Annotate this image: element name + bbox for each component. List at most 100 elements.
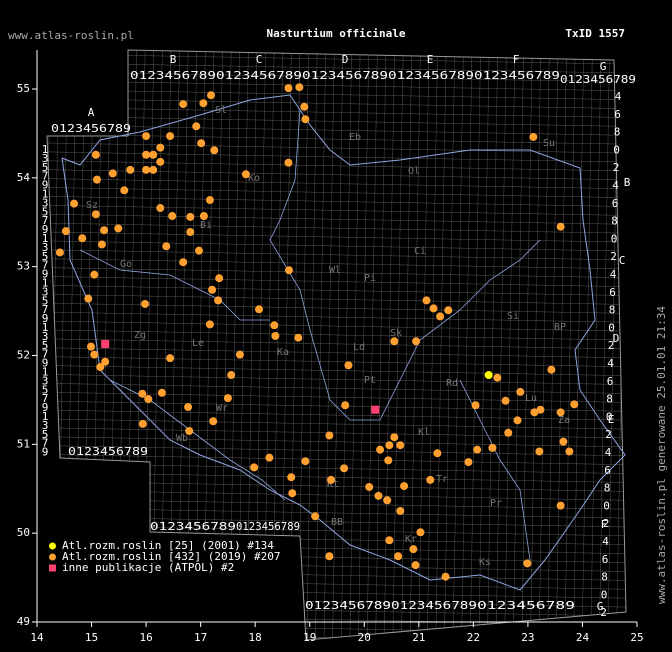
y-tick-label: 51 xyxy=(17,437,30,450)
record-point xyxy=(101,339,110,348)
record-point xyxy=(340,464,349,473)
record-point xyxy=(523,559,532,568)
record-point xyxy=(429,304,438,313)
region-code: Sz xyxy=(86,200,98,211)
record-point xyxy=(142,165,151,174)
record-point xyxy=(409,545,418,554)
record-point xyxy=(383,496,392,505)
record-point xyxy=(464,458,473,467)
record-point xyxy=(535,447,544,456)
record-point xyxy=(205,196,214,205)
row-digit: 7 xyxy=(42,170,49,183)
legend-label: Atl.rozm.roslin [432] (2019) #207 xyxy=(62,550,281,563)
grid-digits: 0123456789 xyxy=(68,445,148,458)
row-digit: 0 xyxy=(613,143,620,156)
record-point xyxy=(184,403,193,412)
record-point xyxy=(199,212,208,221)
grid-digits: 0123456789 xyxy=(150,520,236,533)
record-point xyxy=(288,489,297,498)
region-code: BP xyxy=(554,322,566,333)
record-point xyxy=(108,169,117,178)
record-point xyxy=(179,100,188,109)
legend-marker xyxy=(49,553,56,561)
grid-letter: G xyxy=(600,60,607,73)
region-code: Kt xyxy=(327,479,339,490)
record-point xyxy=(144,395,153,404)
grid-letter: G xyxy=(597,600,604,613)
row-digit: 3 xyxy=(42,285,49,298)
grid-digits: 0123456789 xyxy=(474,69,560,82)
record-point xyxy=(166,354,175,363)
river xyxy=(269,109,541,421)
row-digit: 1 xyxy=(42,277,49,290)
record-point xyxy=(91,210,100,219)
row-digit: 4 xyxy=(612,179,619,192)
row-digit: 7 xyxy=(42,437,49,450)
record-point xyxy=(223,394,232,403)
record-point xyxy=(374,491,383,500)
row-digit: 5 xyxy=(42,383,49,396)
row-digit: 6 xyxy=(602,553,609,566)
region-code: Pt xyxy=(364,375,376,386)
record-point xyxy=(301,115,310,124)
region-code: Sl xyxy=(215,105,227,116)
record-point xyxy=(559,437,568,446)
record-point xyxy=(197,139,206,148)
row-digit: 2 xyxy=(603,517,610,530)
row-digit: 9 xyxy=(42,357,49,370)
record-point xyxy=(210,146,219,155)
row-digit: 9 xyxy=(42,446,49,459)
region-code: Su xyxy=(543,138,555,149)
region-code: Bi xyxy=(200,220,212,231)
y-tick-label: 55 xyxy=(17,82,30,95)
row-digit: 8 xyxy=(611,215,618,228)
record-point xyxy=(199,99,208,108)
x-tick-label: 23 xyxy=(521,631,534,644)
record-point xyxy=(295,83,304,92)
taxon-id: TxID 1557 xyxy=(565,27,625,40)
record-point xyxy=(208,285,217,294)
record-point xyxy=(471,401,480,410)
title: Nasturtium officinale xyxy=(266,27,405,40)
record-point xyxy=(501,396,510,405)
region-code: Pr xyxy=(490,498,502,509)
row-digit: 6 xyxy=(614,108,621,121)
x-tick-label: 25 xyxy=(630,631,643,644)
record-point xyxy=(547,365,556,374)
record-point xyxy=(235,350,244,359)
row-digit: 2 xyxy=(608,339,615,352)
record-point xyxy=(156,143,165,152)
row-digit: 7 xyxy=(42,348,49,361)
region-code: Lu xyxy=(525,393,537,404)
record-point xyxy=(96,363,105,372)
record-point xyxy=(114,224,123,233)
row-digit: 3 xyxy=(42,419,49,432)
grid-digits: 0123456789 xyxy=(130,69,216,82)
record-point xyxy=(325,431,334,440)
row-digit: 1 xyxy=(42,366,49,379)
atpol-grid xyxy=(46,49,627,641)
record-point xyxy=(287,473,296,482)
record-point xyxy=(484,371,493,380)
grid-digits: 0123456789 xyxy=(302,69,388,82)
record-point xyxy=(93,175,101,184)
grid-letter: A xyxy=(88,106,95,119)
record-point xyxy=(55,248,64,257)
row-digit: 0 xyxy=(608,321,615,334)
region-code: Wr xyxy=(216,403,228,414)
record-point xyxy=(530,408,539,417)
row-digit: 7 xyxy=(42,303,49,316)
row-digit: 4 xyxy=(615,90,622,103)
x-tick-label: 22 xyxy=(467,631,480,644)
row-digit: 1 xyxy=(42,321,49,334)
record-point xyxy=(390,337,399,346)
region-code: Ko xyxy=(248,173,260,184)
grid-digits: 0123456789 xyxy=(305,599,391,612)
grid-letter: B xyxy=(624,176,631,189)
grid-letter: C xyxy=(256,53,263,66)
side-note: www.atlas-roslin.pl generowane 25.01.01 … xyxy=(655,306,668,604)
row-digit: 4 xyxy=(610,268,617,281)
row-digit: 1 xyxy=(42,232,49,245)
record-point xyxy=(493,373,502,382)
